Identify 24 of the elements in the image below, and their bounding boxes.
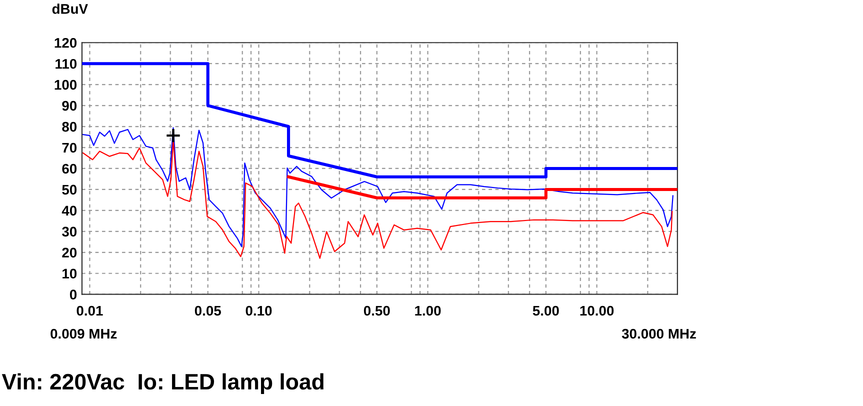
y-tick-label: 80 <box>62 122 77 132</box>
text: 30.000 MHz <box>622 328 696 339</box>
y-tick-label: 40 <box>62 206 77 216</box>
y-tick-label: 20 <box>62 248 77 258</box>
y-tick-label: 60 <box>62 164 77 174</box>
y-axis-title: dBuV <box>52 4 88 14</box>
y-tick-label: 10 <box>62 268 77 279</box>
text: 0.009 MHz <box>50 328 117 339</box>
x-tick-label: 0.50 <box>364 306 390 316</box>
y-tick-label: 0 <box>70 290 77 300</box>
x-tick-label: 5.00 <box>532 306 559 316</box>
x-tick-label: 1.00 <box>415 306 441 316</box>
y-tick-label: 70 <box>62 142 77 153</box>
y-tick-label: 120 <box>54 38 77 48</box>
x-tick-label: 0.05 <box>194 306 221 316</box>
text: Vin: 220Vac Io: LED lamp load <box>2 373 324 394</box>
x-tick-label: 0.01 <box>76 306 103 316</box>
x-tick-label: 0.10 <box>246 306 272 316</box>
y-tick-label: 30 <box>62 226 77 237</box>
y-tick-label: 50 <box>62 184 77 195</box>
y-tick-label: 110 <box>56 58 77 69</box>
y-tick-label: 90 <box>62 100 77 111</box>
y-tick-label: 100 <box>54 80 77 90</box>
x-tick-label: 10.00 <box>580 306 614 316</box>
